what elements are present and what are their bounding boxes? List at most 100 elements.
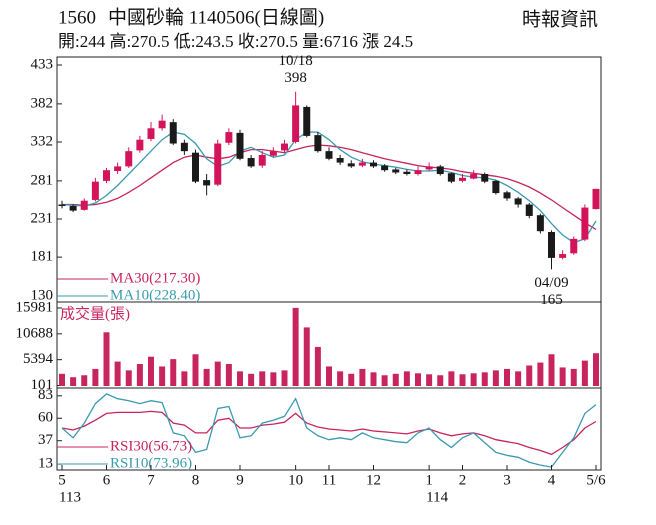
volume-bar — [337, 371, 344, 386]
x-tick-label: 6 — [103, 472, 111, 488]
x-tick-label: 11 — [322, 472, 336, 488]
y-tick-label: 101 — [31, 377, 54, 393]
volume-bar — [570, 368, 577, 386]
x-tick-label: 4 — [548, 472, 556, 488]
candle-body — [470, 174, 478, 179]
candle-body — [503, 192, 511, 199]
y-tick-label: 83 — [38, 387, 53, 403]
volume-bar — [225, 364, 232, 386]
candle-body — [581, 207, 589, 240]
y-tick-label: 433 — [31, 56, 54, 72]
volume-bar — [281, 370, 288, 386]
candle-body — [125, 151, 133, 167]
candle-body — [136, 139, 144, 151]
candle-body — [180, 142, 188, 152]
year-label: 113 — [59, 489, 81, 505]
volume-bar — [81, 375, 88, 386]
volume-bar — [526, 365, 533, 386]
candle-body — [203, 180, 211, 186]
candle-body — [559, 254, 567, 258]
candle-body — [392, 169, 400, 173]
y-tick-label: 181 — [31, 249, 54, 265]
x-tick-label: 8 — [192, 472, 200, 488]
legend-label: MA30(217.30) — [110, 270, 200, 286]
volume-bar — [214, 361, 221, 386]
x-tick-label: 9 — [236, 472, 244, 488]
candle-body — [358, 162, 366, 166]
quote: 開:244 高:270.5 低:243.5 收:270.5 量:6716 漲 2… — [58, 32, 413, 51]
x-tick-label: 3 — [503, 472, 511, 488]
volume-bar — [159, 366, 166, 386]
candle-body — [247, 158, 255, 167]
y-tick-label: 37 — [38, 432, 54, 448]
x-tick-label: 1 — [425, 472, 433, 488]
y-tick-label: 15981 — [16, 299, 54, 315]
candle-body — [436, 166, 444, 175]
annotation-value: 165 — [540, 292, 563, 308]
stock-name: 中國砂輪 1140506(日線圖) — [108, 6, 324, 28]
volume-bar — [270, 372, 277, 386]
volume-bar — [437, 375, 444, 386]
legend-label: RSI30(56.73) — [110, 438, 192, 454]
volume-bar — [381, 375, 388, 386]
y-tick-label: 382 — [31, 95, 54, 111]
x-tick-label: 7 — [147, 472, 155, 488]
candle-body — [114, 166, 122, 171]
volume-bar — [136, 364, 143, 386]
candle-body — [103, 170, 110, 181]
volume-bar — [170, 359, 177, 386]
volume-bar — [392, 373, 399, 386]
y-tick-label: 10688 — [16, 325, 54, 341]
y-tick-label: 13 — [38, 456, 53, 472]
line-series — [62, 144, 597, 230]
volume-bar — [59, 373, 65, 386]
candle-body — [403, 171, 411, 175]
candle-body — [481, 174, 489, 182]
candle-body — [281, 143, 288, 151]
volume-bar — [492, 370, 499, 386]
legend-label: MA10(228.40) — [110, 287, 200, 303]
x-tick-label: 5 — [58, 472, 66, 488]
volume-bar — [114, 361, 121, 386]
candle-body — [58, 204, 66, 207]
y-tick-label: 5394 — [23, 351, 54, 367]
candle-body — [514, 198, 522, 205]
y-tick-label: 231 — [31, 210, 54, 226]
volume-bar — [348, 373, 355, 386]
volume-bar — [426, 374, 433, 386]
candle-body — [525, 204, 533, 216]
line-series — [61, 393, 597, 468]
candle-body — [548, 231, 555, 258]
volume-bar — [359, 368, 366, 386]
line-series — [61, 410, 597, 456]
source: 時報資訊 — [522, 8, 598, 30]
candle-body — [192, 152, 199, 182]
candle-body — [91, 181, 99, 200]
x-tick-label: 10 — [288, 472, 303, 488]
candle-body — [225, 132, 233, 143]
x-tick-label: 5/6 — [586, 472, 606, 488]
x-tick-label: 12 — [366, 472, 381, 488]
candle-body — [69, 206, 77, 211]
annotation-label: 04/09 — [534, 275, 568, 291]
volume-bar — [259, 371, 266, 386]
volume-bar — [181, 371, 188, 386]
volume-bar — [125, 370, 132, 386]
volume-bar — [248, 373, 255, 386]
volume-bar — [470, 373, 477, 386]
stock-code: 1560 — [58, 7, 96, 28]
candle-body — [347, 163, 355, 167]
candle-body — [336, 158, 344, 163]
candle-body — [570, 238, 578, 254]
y-tick-label: 130 — [31, 287, 54, 303]
volume-bar — [559, 367, 566, 386]
volume-bar — [581, 360, 588, 386]
volume-bar — [504, 368, 510, 386]
candle-body — [325, 151, 333, 159]
volume-bar — [459, 374, 466, 386]
candle-body — [592, 188, 600, 210]
y-tick-label: 60 — [38, 410, 53, 426]
volume-bar — [70, 377, 77, 386]
